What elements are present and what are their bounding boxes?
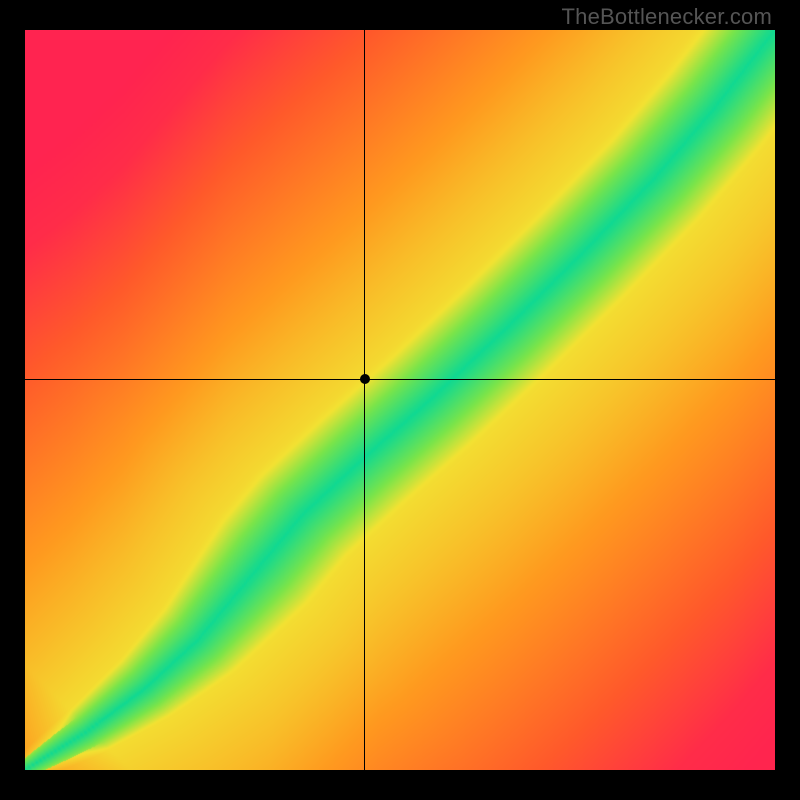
- bottleneck-heatmap: [25, 30, 775, 770]
- crosshair-vertical: [364, 30, 365, 770]
- chart-container: TheBottlenecker.com: [0, 0, 800, 800]
- frame-left: [0, 0, 25, 800]
- watermark-text: TheBottlenecker.com: [562, 4, 772, 30]
- frame-right: [775, 0, 800, 800]
- frame-bottom: [0, 770, 800, 800]
- crosshair-horizontal: [25, 379, 775, 380]
- crosshair-dot: [360, 374, 370, 384]
